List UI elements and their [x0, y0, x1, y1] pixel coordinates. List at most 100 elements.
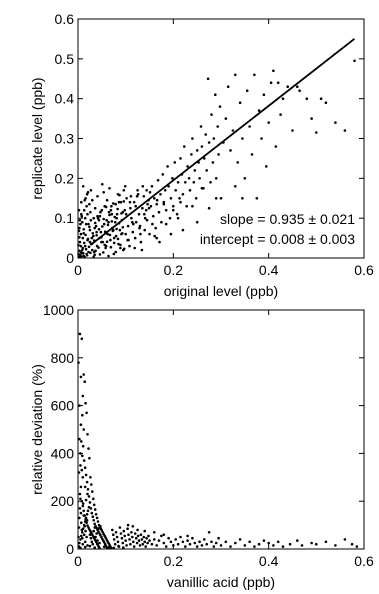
data-point: [128, 538, 131, 541]
fit-line: [91, 38, 356, 245]
data-point: [186, 534, 189, 538]
data-point: [219, 197, 223, 200]
data-point: [78, 437, 81, 441]
data-point: [112, 236, 116, 240]
data-point: [90, 511, 94, 515]
data-point: [132, 540, 135, 544]
data-point: [243, 544, 247, 547]
data-point: [95, 532, 98, 535]
data-point: [79, 511, 83, 515]
data-point: [298, 89, 301, 92]
data-point: [82, 514, 85, 517]
data-point: [205, 542, 208, 546]
data-point: [92, 497, 95, 501]
data-point: [122, 247, 126, 251]
data-point: [81, 454, 84, 458]
data-point: [199, 125, 203, 128]
data-point: [119, 532, 123, 535]
data-point: [130, 531, 133, 534]
data-point: [80, 499, 84, 503]
data-point: [79, 538, 82, 541]
data-point: [105, 240, 109, 243]
data-point: [143, 529, 146, 533]
data-point: [92, 519, 95, 522]
data-point: [211, 161, 215, 164]
data-point: [226, 85, 230, 88]
data-point: [136, 528, 139, 532]
data-point: [78, 240, 82, 244]
data-point: [77, 244, 80, 247]
data-point: [214, 93, 217, 96]
data-point: [257, 109, 261, 112]
data-point: [92, 503, 96, 507]
data-point: [97, 246, 100, 249]
data-point: [96, 216, 100, 220]
data-point: [99, 525, 102, 528]
data-point: [132, 545, 136, 548]
data-point: [176, 542, 180, 546]
data-point: [130, 216, 133, 220]
data-point: [116, 207, 119, 211]
data-point: [248, 540, 251, 544]
data-point: [80, 521, 83, 524]
data-point: [217, 536, 220, 540]
data-point: [79, 497, 82, 501]
data-point: [77, 535, 80, 539]
data-point: [191, 204, 194, 208]
data-point: [108, 233, 112, 237]
data-point: [79, 375, 83, 379]
data-point: [181, 228, 185, 232]
data-point: [93, 522, 96, 526]
data-point: [85, 411, 88, 415]
data-point: [241, 197, 244, 200]
data-point: [343, 538, 347, 541]
data-point: [198, 177, 201, 180]
data-point: [89, 251, 92, 255]
data-point: [194, 197, 198, 200]
data-point: [174, 189, 177, 192]
data-point: [78, 516, 81, 520]
data-point: [160, 220, 163, 224]
data-point: [190, 153, 193, 156]
scatter-plot-bottom: 0 0.2 0.4 0.6 0 200 400 600 800 1000 vanillic acid…: [29, 302, 374, 590]
data-point: [82, 208, 86, 212]
data-point: [94, 249, 97, 253]
data-point: [83, 255, 86, 259]
data-point: [113, 215, 116, 219]
data-point: [114, 202, 117, 206]
data-point: [86, 488, 90, 491]
data-point: [129, 542, 132, 546]
data-point: [108, 213, 111, 217]
data-point: [143, 228, 146, 232]
data-point: [88, 501, 92, 504]
data-point: [91, 248, 94, 252]
data-point: [95, 516, 99, 520]
data-point: [111, 229, 115, 233]
data-point: [217, 153, 220, 156]
data-point: [77, 229, 81, 233]
data-point: [286, 85, 290, 88]
data-point: [248, 125, 251, 128]
data-point: [132, 200, 136, 204]
data-point: [125, 197, 128, 200]
data-point: [79, 485, 83, 489]
data-point: [145, 189, 148, 192]
data-point: [260, 137, 263, 140]
data-point: [164, 222, 168, 226]
data-point: [138, 224, 142, 228]
x-tick-label: 0: [74, 262, 82, 278]
data-point: [168, 216, 172, 220]
data-point: [193, 541, 197, 545]
data-point: [200, 187, 204, 190]
data-point: [78, 541, 81, 545]
data-point: [139, 533, 143, 536]
data-point: [82, 533, 86, 536]
data-point: [153, 538, 156, 541]
data-point: [279, 113, 282, 116]
data-point: [107, 546, 111, 549]
data-point: [148, 191, 152, 194]
data-point: [350, 542, 354, 546]
data-point: [276, 81, 280, 84]
data-point: [257, 542, 261, 546]
data-point: [110, 547, 113, 550]
